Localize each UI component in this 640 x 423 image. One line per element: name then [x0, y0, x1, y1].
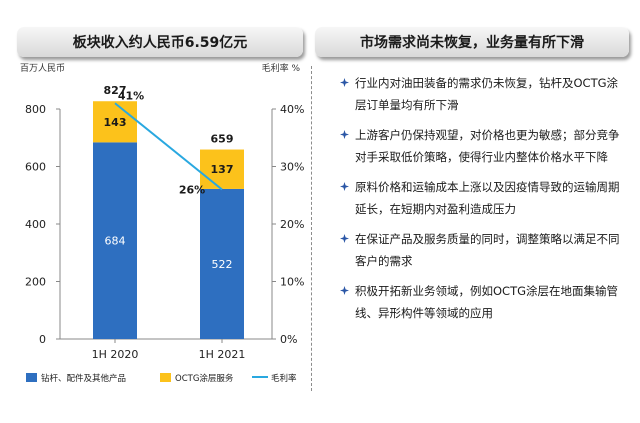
bar-segment	[200, 149, 244, 189]
bullet-text: 积极开拓新业务领域，例如OCTG涂层在地面集输管线、异形构件等领域的应用	[355, 284, 619, 320]
diamond-bullet-icon	[340, 78, 349, 87]
bar-total-label: 827	[104, 84, 127, 97]
diamond-bullet-icon	[340, 130, 349, 139]
legend-swatch	[26, 373, 37, 382]
diamond-bullet-icon	[340, 182, 349, 191]
diamond-bullet-icon	[340, 234, 349, 243]
bullet-text: 行业内对油田装备的需求仍未恢复，钻杆及OCTG涂层订单量均有所下滑	[355, 76, 619, 112]
bullet-text: 上游客户仍保持观望，对价格也更为敏感；部分竞争对手采取低价策略，使得行业内整体价…	[355, 128, 620, 164]
x-axis-tick-label: 1H 2020	[92, 348, 139, 361]
legend-label: 毛利率	[271, 373, 297, 384]
right-axis-tick-label: 30%	[280, 161, 304, 174]
bar-segment	[93, 101, 137, 143]
legend-label: OCTG涂层服务	[175, 373, 234, 384]
margin-line	[114, 102, 223, 191]
bullet-text: 在保证产品及服务质量的同时，调整策略以满足不同客户的需求	[355, 232, 620, 268]
right-axis-tick-label: 10%	[280, 276, 304, 289]
margin-value-label: 26%	[179, 184, 205, 197]
left-axis-tick-label: 400	[25, 218, 46, 231]
left-axis-tick-label: 200	[25, 276, 46, 289]
left-axis-tick-label: 0	[39, 333, 46, 346]
bar-value-label: 684	[105, 235, 126, 248]
right-title: 市场需求尚未恢复，业务量有所下滑	[360, 35, 584, 51]
left-title: 板块收入约人民币6.59亿元	[72, 35, 248, 51]
bar-segment	[200, 188, 244, 339]
right-axis-unit-label: 毛利率 %	[262, 62, 301, 74]
left-axis-tick-label: 800	[25, 103, 46, 116]
legend-label: 钻杆、配件及其他产品	[41, 373, 126, 384]
diamond-bullet-icon	[340, 286, 349, 295]
revenue-chart: 百万人民币 毛利率 % 0 200 400 600 800 0% 10% 20% 30% 40% 684…	[20, 62, 304, 384]
margin-value-label: 41%	[118, 89, 144, 102]
right-title-banner: 市场需求尚未恢复，业务量有所下滑	[315, 27, 629, 57]
bullet-item: 积极开拓新业务领域，例如OCTG涂层在地面集输管线、异形构件等领域的应用	[340, 280, 625, 324]
left-axis-tick-label: 600	[25, 161, 46, 174]
right-axis-tick-label: 20%	[280, 218, 304, 231]
bullet-item: 原料价格和运输成本上涨以及因疫情导致的运输周期延长，在短期内对盈利造成压力	[340, 176, 625, 220]
right-axis-tick-label: 0%	[280, 333, 297, 346]
bullet-item: 行业内对油田装备的需求仍未恢复，钻杆及OCTG涂层订单量均有所下滑	[340, 72, 625, 116]
legend-swatch	[160, 373, 171, 382]
bar-value-label: 137	[211, 163, 234, 176]
bar-total-label: 659	[211, 133, 234, 146]
bar-value-label: 522	[212, 258, 233, 271]
bullet-item: 在保证产品及服务质量的同时，调整策略以满足不同客户的需求	[340, 228, 625, 272]
bullet-item: 上游客户仍保持观望，对价格也更为敏感；部分竞争对手采取低价策略，使得行业内整体价…	[340, 124, 625, 168]
bullet-list: 行业内对油田装备的需求仍未恢复，钻杆及OCTG涂层订单量均有所下滑 上游客户仍保持…	[340, 72, 625, 332]
bar-value-label: 143	[104, 116, 127, 129]
section-divider	[311, 66, 312, 391]
left-axis-unit-label: 百万人民币	[20, 63, 65, 74]
left-title-banner: 板块收入约人民币6.59亿元	[17, 27, 303, 57]
bar-segment	[93, 142, 137, 339]
right-axis-tick-label: 40%	[280, 103, 304, 116]
bullet-text: 原料价格和运输成本上涨以及因疫情导致的运输周期延长，在短期内对盈利造成压力	[355, 180, 620, 216]
x-axis-tick-label: 1H 2021	[199, 348, 246, 361]
